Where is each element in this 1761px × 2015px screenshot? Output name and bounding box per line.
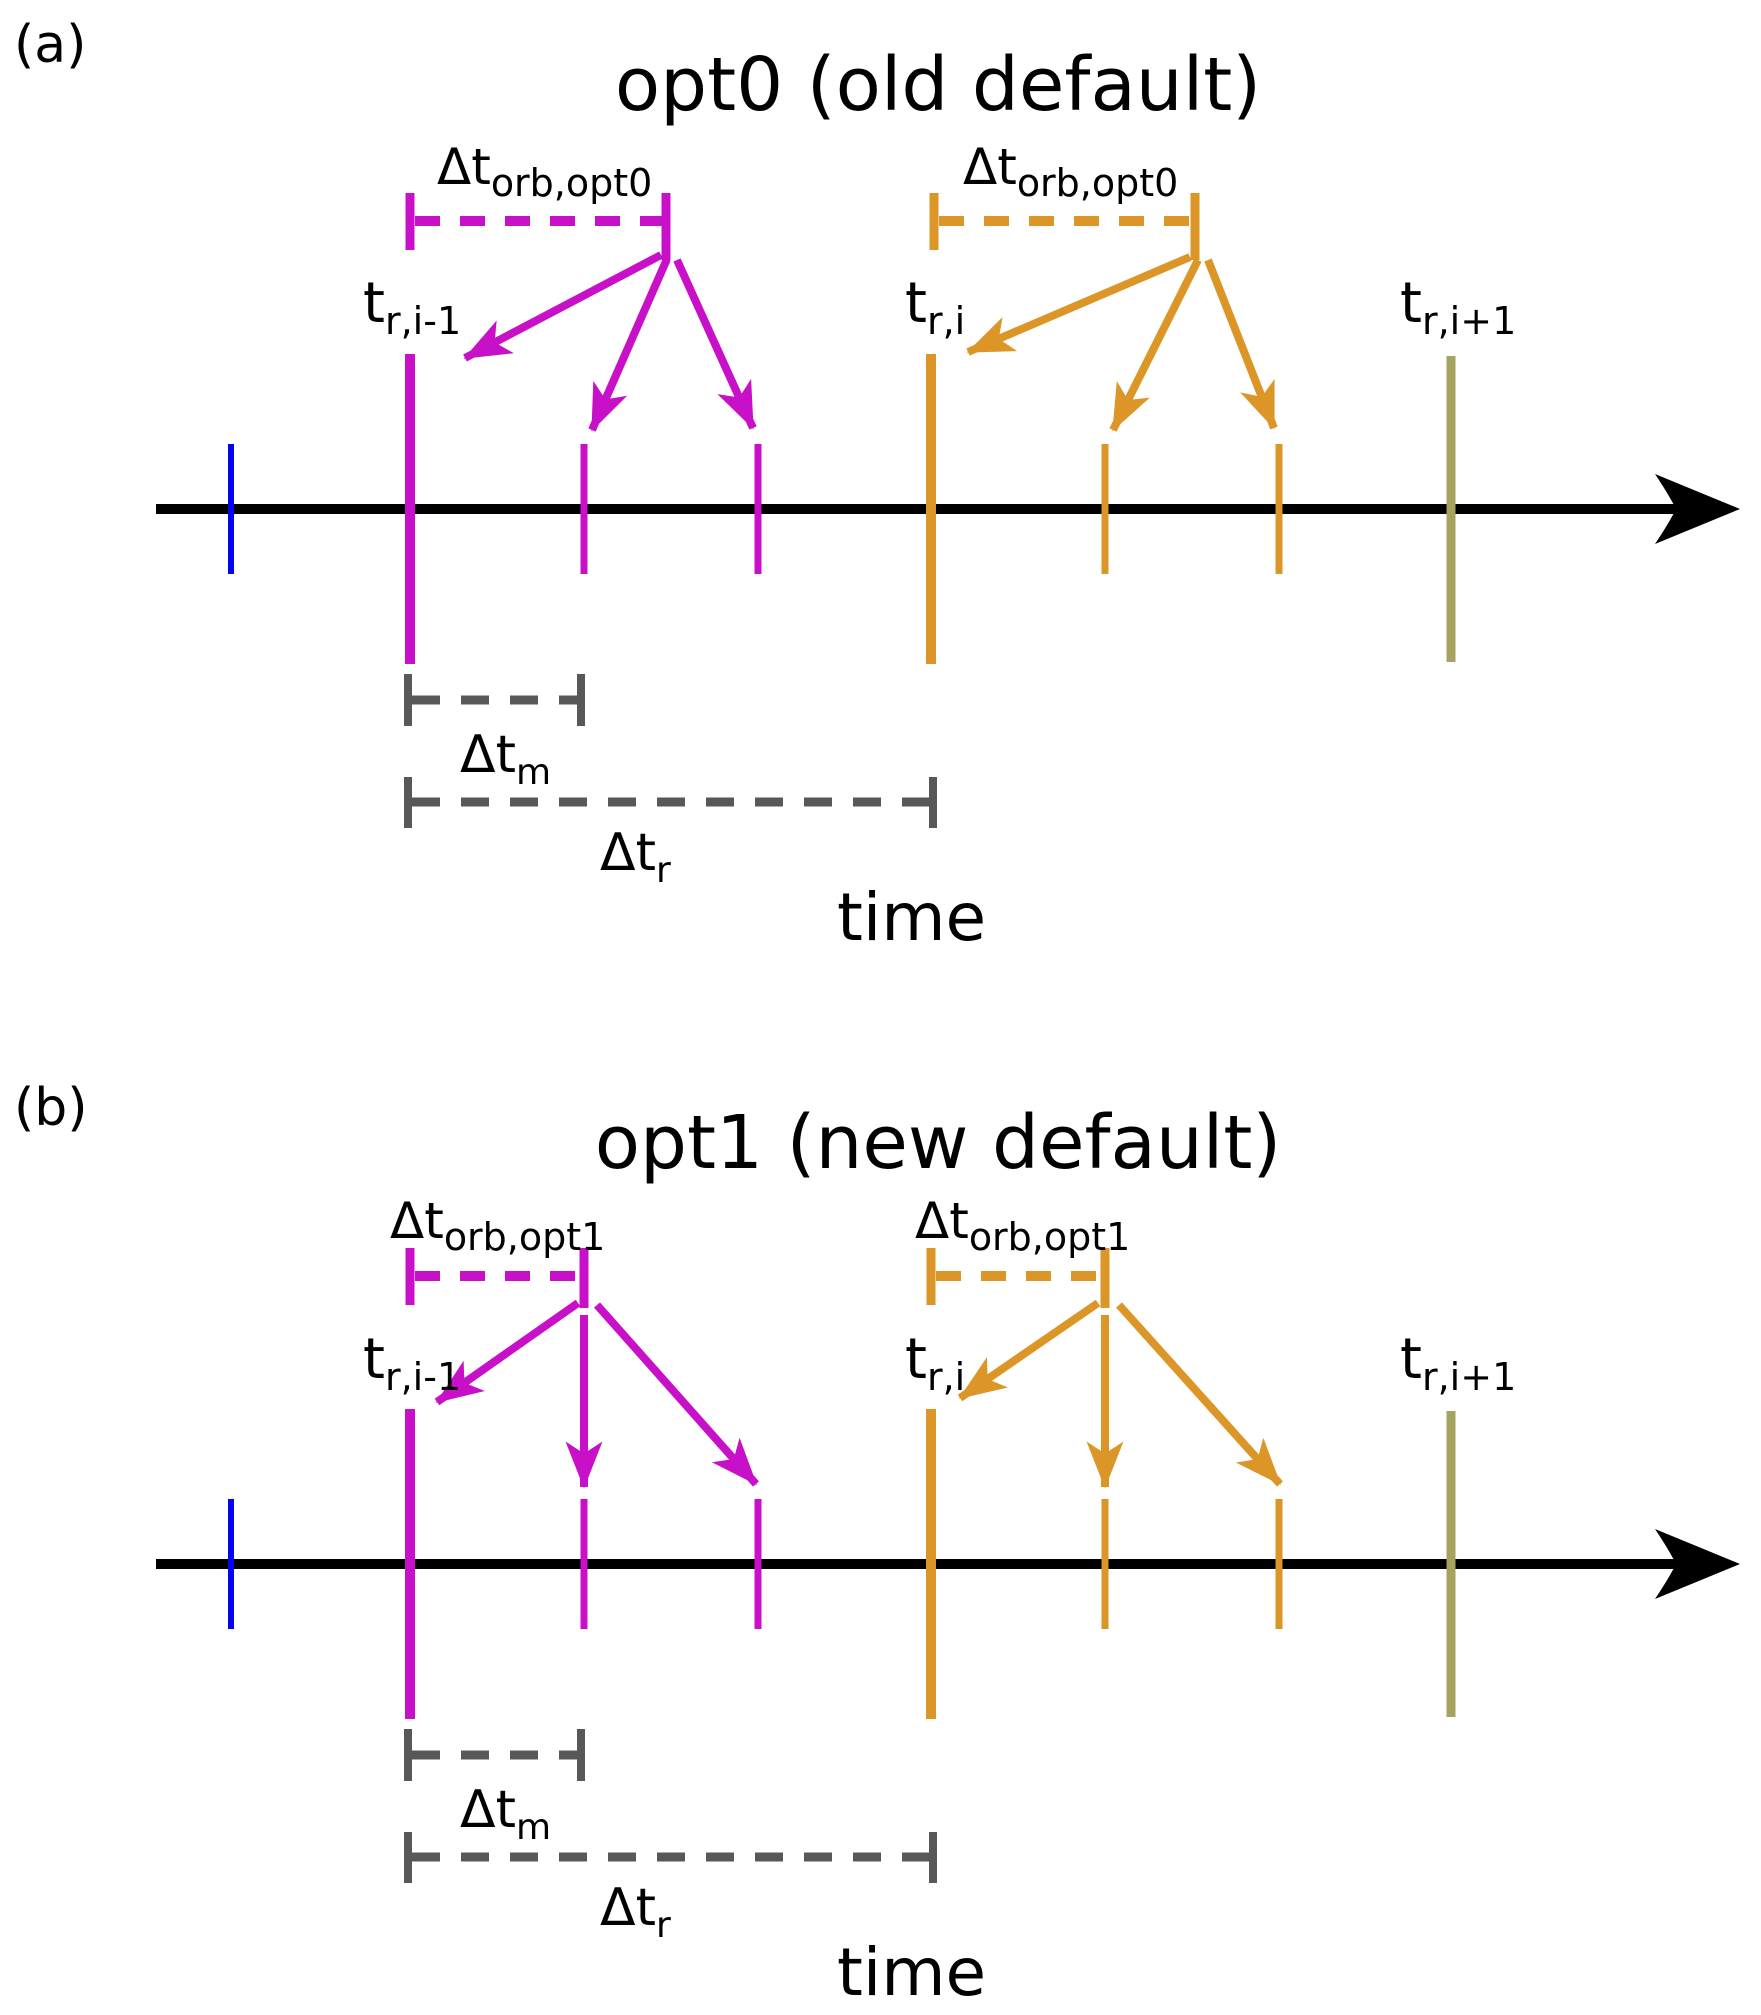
panel-b-tag: (b) xyxy=(14,1078,88,1138)
panel-a: (a) opt0 (old default) Δtorb,opt0 Δtorb,… xyxy=(14,15,1740,956)
delta-t-orb-label: Δtorb,opt1 xyxy=(390,1192,605,1259)
time-axis-label: time xyxy=(837,879,986,956)
interpolation-arrow xyxy=(673,258,757,430)
panel-b-title: opt1 (new default) xyxy=(595,1100,1281,1186)
interpolation-arrow xyxy=(966,253,1192,356)
interpolation-arrow xyxy=(1116,1302,1283,1487)
panel-a-title: opt0 (old default) xyxy=(615,42,1261,128)
timeline-arrowhead-icon xyxy=(1655,1529,1740,1599)
receive-time-label-next: tr,i+1 xyxy=(1400,1327,1516,1399)
timeline-arrowhead-icon xyxy=(1655,474,1740,544)
panel-b: (b) opt1 (new default) Δtorb,opt1 Δtorb,… xyxy=(14,1078,1740,2011)
delta-t-orb-label: Δtorb,opt0 xyxy=(963,138,1178,205)
receive-time-label-curr: tr,i xyxy=(905,271,965,343)
receive-time-label-prev: tr,i-1 xyxy=(363,271,461,343)
interpolation-arrow xyxy=(957,1299,1101,1402)
time-axis-label: time xyxy=(837,1934,986,2011)
interpolation-arrow xyxy=(594,1302,759,1487)
receive-step-label: Δtr xyxy=(600,1878,671,1946)
interpolation-arrow xyxy=(1109,258,1202,432)
interpolation-arrow xyxy=(1204,258,1278,430)
receive-time-label-next: tr,i+1 xyxy=(1400,271,1516,343)
delta-t-orb-label: Δtorb,opt0 xyxy=(437,138,652,205)
interpolation-arrow xyxy=(434,1299,581,1406)
interpolation-arrow xyxy=(463,251,663,362)
delta-t-orb-label: Δtorb,opt1 xyxy=(915,1192,1130,1259)
model-step-label: Δtm xyxy=(460,1780,551,1848)
receive-time-label-prev: tr,i-1 xyxy=(363,1327,461,1399)
interpolation-arrow xyxy=(588,257,671,432)
panel-a-tag: (a) xyxy=(14,15,86,75)
receive-step-label: Δtr xyxy=(600,823,671,891)
model-step-label: Δtm xyxy=(460,725,551,793)
receive-time-label-curr: tr,i xyxy=(905,1327,965,1399)
